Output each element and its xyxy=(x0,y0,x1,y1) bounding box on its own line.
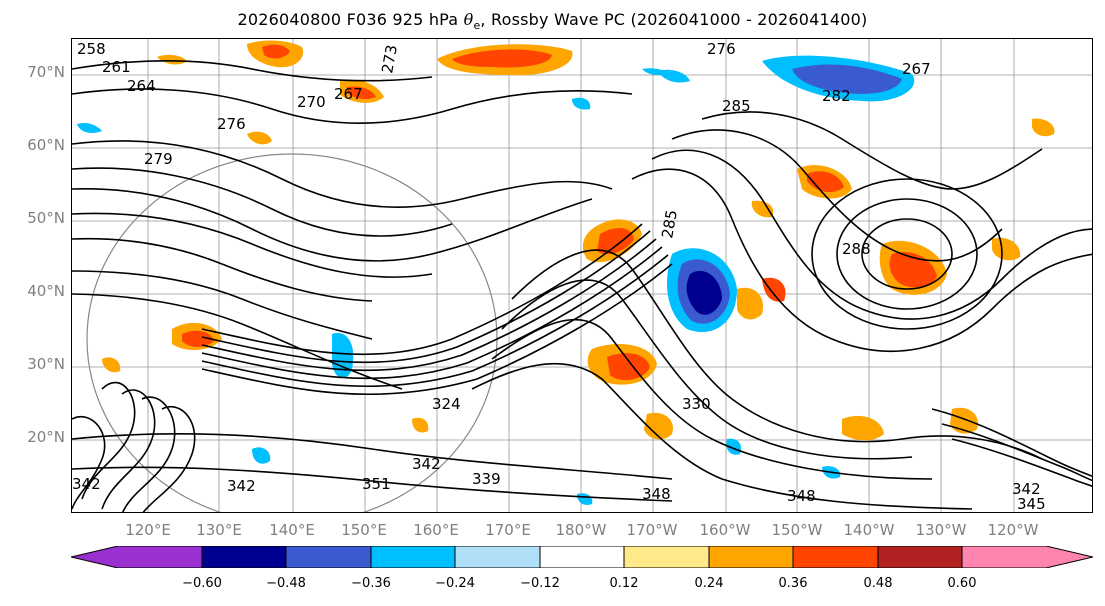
colorbar-segment-4 xyxy=(454,546,541,568)
colorbar-segment-5 xyxy=(539,546,625,568)
colorbar-tick-8: 0.48 xyxy=(863,576,893,591)
map-panel: 258 261 264 267 270 273 276 279 276 285 … xyxy=(71,38,1093,513)
lon-label-130w: 130°W xyxy=(915,521,967,539)
lat-label-70n: 70°N xyxy=(27,63,65,81)
lon-label-130e: 130°E xyxy=(196,521,242,539)
svg-text:339: 339 xyxy=(472,470,501,488)
colorbar-tick-2: −0.36 xyxy=(351,576,391,591)
colorbar-tick-5: 0.12 xyxy=(609,576,639,591)
map-svg: 258 261 264 267 270 273 276 279 276 285 … xyxy=(72,39,1092,513)
svg-text:285: 285 xyxy=(722,97,751,115)
svg-text:267: 267 xyxy=(902,60,931,78)
svg-text:342: 342 xyxy=(227,477,256,495)
lon-label-140w: 140°W xyxy=(843,521,895,539)
svg-text:279: 279 xyxy=(144,150,173,168)
svg-text:342: 342 xyxy=(72,475,101,493)
svg-text:342: 342 xyxy=(412,455,441,473)
svg-text:342: 342 xyxy=(1012,480,1041,498)
lon-label-180w: 180°W xyxy=(555,521,607,539)
svg-text:276: 276 xyxy=(707,40,736,58)
svg-text:276: 276 xyxy=(217,115,246,133)
colorbar-segment-0 xyxy=(71,546,203,568)
colorbar-tick-3: −0.24 xyxy=(435,576,475,591)
lat-label-40n: 40°N xyxy=(27,282,65,300)
lon-label-160w: 160°W xyxy=(699,521,751,539)
lon-label-140e: 140°E xyxy=(269,521,315,539)
svg-text:348: 348 xyxy=(642,485,671,503)
colorbar-tick-0: −0.60 xyxy=(182,576,222,591)
lon-label-160e: 160°E xyxy=(413,521,459,539)
colorbar xyxy=(71,546,1093,568)
lat-label-60n: 60°N xyxy=(27,136,65,154)
colorbar-segment-1 xyxy=(201,546,287,568)
svg-text:261: 261 xyxy=(102,58,131,76)
svg-text:330: 330 xyxy=(682,395,711,413)
svg-text:285: 285 xyxy=(658,208,681,239)
theta-e-contours xyxy=(72,59,1092,512)
svg-text:351: 351 xyxy=(362,475,391,493)
colorbar-segment-8 xyxy=(792,546,879,568)
colorbar-segment-7 xyxy=(708,546,794,568)
contour-labels: 258 261 264 267 270 273 276 279 276 285 … xyxy=(72,40,1046,513)
colorbar-tick-7: 0.36 xyxy=(778,576,808,591)
shaded-anomalies xyxy=(77,40,1055,505)
lon-label-120w: 120°W xyxy=(987,521,1039,539)
colorbar-tick-1: −0.48 xyxy=(266,576,306,591)
colorbar-tick-6: 0.24 xyxy=(694,576,724,591)
colorbar-segment-10 xyxy=(961,546,1093,568)
lat-label-30n: 30°N xyxy=(27,355,65,373)
svg-text:288: 288 xyxy=(842,240,871,258)
colorbar-segment-9 xyxy=(877,546,963,568)
svg-text:267: 267 xyxy=(334,85,363,103)
colorbar-segment-3 xyxy=(370,546,456,568)
lon-label-120e: 120°E xyxy=(125,521,171,539)
colorbar-tick-4: −0.12 xyxy=(520,576,560,591)
lon-label-170e: 170°E xyxy=(485,521,531,539)
svg-text:273: 273 xyxy=(378,43,401,74)
colorbar-segment-6 xyxy=(623,546,710,568)
svg-text:264: 264 xyxy=(127,77,156,95)
lat-label-20n: 20°N xyxy=(27,428,65,446)
lat-label-50n: 50°N xyxy=(27,209,65,227)
svg-text:270: 270 xyxy=(297,93,326,111)
svg-text:324: 324 xyxy=(432,395,461,413)
svg-text:348: 348 xyxy=(787,487,816,505)
lon-label-150w: 150°W xyxy=(771,521,823,539)
svg-text:258: 258 xyxy=(77,40,106,58)
lon-label-170w: 170°W xyxy=(626,521,678,539)
svg-text:345: 345 xyxy=(1017,495,1046,513)
colorbar-segment-2 xyxy=(285,546,372,568)
colorbar-segments xyxy=(71,546,1093,568)
chart-title: 2026040800 F036 925 hPa θe, Rossby Wave … xyxy=(237,10,868,33)
svg-text:282: 282 xyxy=(822,87,851,105)
lon-label-150e: 150°E xyxy=(341,521,387,539)
colorbar-tick-9: 0.60 xyxy=(947,576,977,591)
